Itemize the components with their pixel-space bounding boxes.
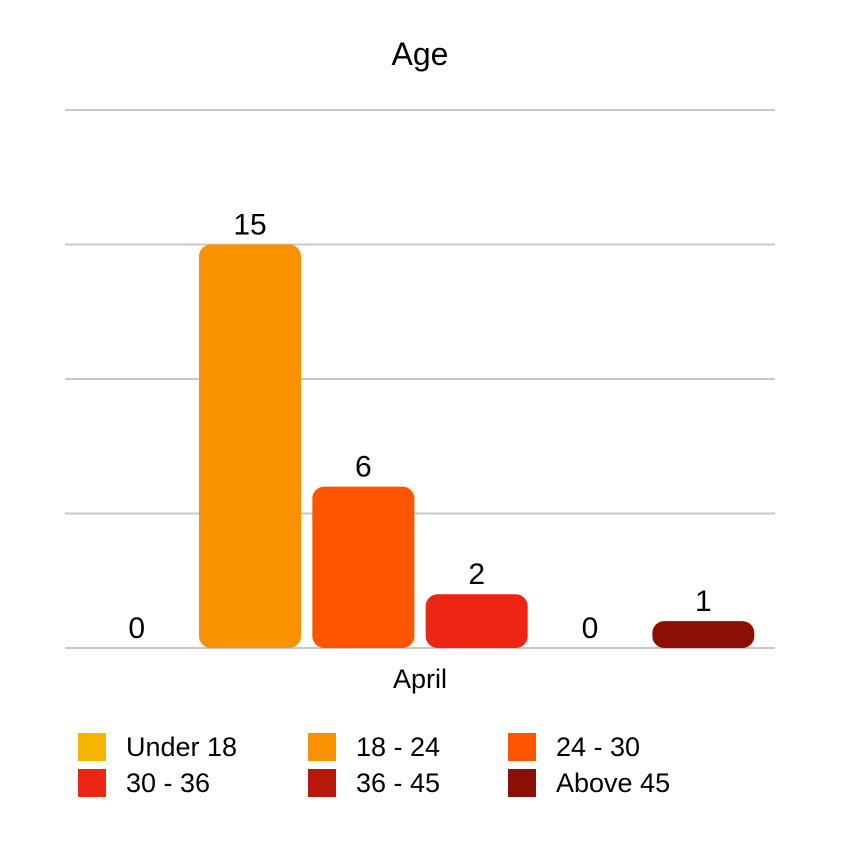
data-label: 6 bbox=[355, 451, 372, 484]
legend-item: Above 45 bbox=[508, 768, 728, 798]
bar bbox=[199, 244, 301, 648]
legend-item: 30 - 36 bbox=[78, 768, 308, 798]
legend-swatch bbox=[308, 733, 336, 761]
data-label: 2 bbox=[468, 558, 485, 591]
data-label: 0 bbox=[582, 612, 599, 645]
legend-label: Above 45 bbox=[556, 767, 671, 798]
legend-item: 24 - 30 bbox=[508, 732, 728, 762]
legend-swatch bbox=[308, 769, 336, 797]
legend-label: 36 - 45 bbox=[356, 767, 441, 798]
legend: Under 18 18 - 24 24 - 30 30 - 36 36 - 45 Abov… bbox=[78, 732, 758, 798]
data-label: 1 bbox=[695, 585, 712, 618]
data-label: 0 bbox=[128, 612, 145, 645]
legend-swatch bbox=[78, 733, 106, 761]
x-tick-label: April bbox=[393, 664, 447, 694]
legend-item: 36 - 45 bbox=[308, 768, 508, 798]
legend-swatch bbox=[508, 733, 536, 761]
legend-label: 24 - 30 bbox=[556, 731, 641, 762]
legend-label: 18 - 24 bbox=[356, 731, 441, 762]
legend-label: Under 18 bbox=[126, 731, 238, 762]
bar bbox=[312, 486, 415, 648]
legend-swatch bbox=[78, 769, 106, 797]
legend-swatch bbox=[508, 769, 536, 797]
legend-item: Under 18 bbox=[78, 732, 308, 762]
bar bbox=[652, 621, 755, 648]
bar bbox=[425, 594, 528, 648]
chart-title: Age bbox=[391, 36, 449, 72]
legend-label: 30 - 36 bbox=[126, 767, 211, 798]
legend-item: 18 - 24 bbox=[308, 732, 508, 762]
data-label: 15 bbox=[233, 209, 266, 242]
